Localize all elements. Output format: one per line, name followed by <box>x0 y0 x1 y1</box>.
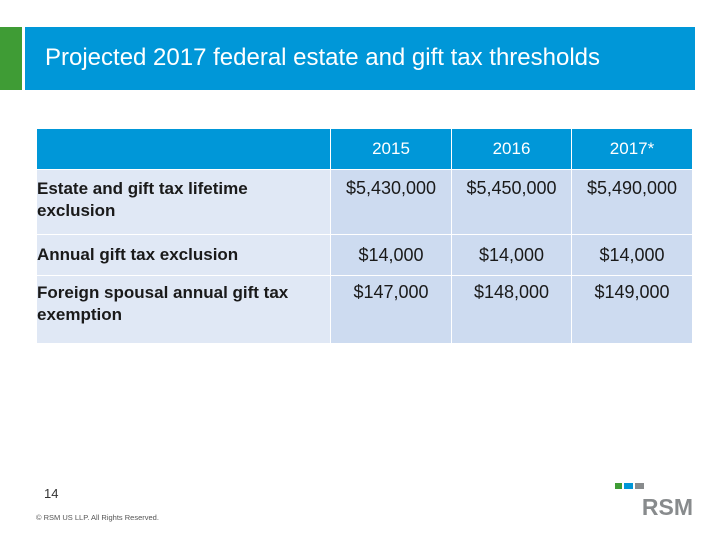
value-cell: $149,000 <box>571 275 693 344</box>
header-2017: 2017* <box>571 128 693 170</box>
title-band: Projected 2017 federal estate and gift t… <box>25 27 695 90</box>
value-cell: $147,000 <box>330 275 452 344</box>
value-cell: $14,000 <box>451 234 572 276</box>
rsm-logo: RSM <box>615 483 693 520</box>
value-cell: $5,430,000 <box>330 169 452 235</box>
accent-bar <box>0 27 22 90</box>
copyright-notice: © RSM US LLP. All Rights Reserved. <box>36 513 159 522</box>
row-label: Estate and gift tax lifetime exclusion <box>36 169 331 235</box>
header-blank-cell <box>36 128 331 170</box>
logo-square-green <box>615 483 622 489</box>
table-row: Foreign spousal annual gift tax exemptio… <box>36 275 693 344</box>
value-cell: $148,000 <box>451 275 572 344</box>
page-number: 14 <box>44 486 59 501</box>
value-cell: $14,000 <box>330 234 452 276</box>
table-row: Estate and gift tax lifetime exclusion $… <box>36 169 693 235</box>
slide-title: Projected 2017 federal estate and gift t… <box>45 44 601 71</box>
logo-wordmark: RSM <box>642 494 693 520</box>
header-2016: 2016 <box>451 128 572 170</box>
tax-threshold-table: 2015 2016 2017* Estate and gift tax life… <box>36 128 693 344</box>
header-2015: 2015 <box>330 128 452 170</box>
logo-square-gray <box>635 483 644 489</box>
value-cell: $5,490,000 <box>571 169 693 235</box>
row-label: Foreign spousal annual gift tax exemptio… <box>36 275 331 344</box>
table-row: Annual gift tax exclusion $14,000 $14,00… <box>36 234 693 276</box>
value-cell: $5,450,000 <box>451 169 572 235</box>
value-cell: $14,000 <box>571 234 693 276</box>
row-label: Annual gift tax exclusion <box>36 234 331 276</box>
logo-square-blue <box>624 483 633 489</box>
table-header-row: 2015 2016 2017* <box>36 128 693 170</box>
